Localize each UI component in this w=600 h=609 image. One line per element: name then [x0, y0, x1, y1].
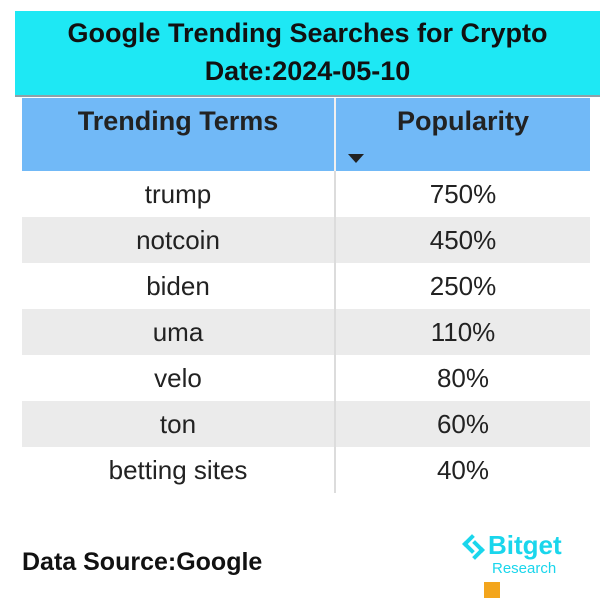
sort-descending-icon[interactable] — [348, 154, 364, 163]
column-header-terms: Trending Terms — [22, 98, 335, 171]
popularity-cell: 60% — [334, 401, 590, 447]
column-header-popularity[interactable]: Popularity — [334, 98, 590, 171]
logo-sub: Research — [492, 560, 557, 577]
data-source: Data Source:Google — [22, 548, 263, 576]
trending-table: Trending Terms Popularity trump 750% notco… — [22, 98, 590, 493]
logo-brand: Bitget — [488, 530, 562, 560]
popularity-cell: 750% — [334, 171, 590, 217]
popularity-cell: 80% — [334, 355, 590, 401]
popularity-cell: 450% — [334, 217, 590, 263]
table-row: biden 250% — [22, 263, 590, 309]
term-cell: betting sites — [108, 454, 248, 485]
table-row: velo 80% — [22, 355, 590, 401]
chart-date: Date:2024-05-10 — [204, 56, 411, 86]
title-band: Google Trending Searches for Crypto Date… — [15, 11, 600, 97]
table-row: uma 110% — [22, 309, 590, 355]
table-row: notcoin 450% — [22, 217, 590, 263]
term-cell: trump — [144, 178, 212, 209]
popularity-cell: 250% — [334, 263, 590, 309]
term-cell: biden — [146, 270, 210, 301]
logo-row: Bitget — [462, 530, 562, 560]
bitget-logo-icon — [462, 534, 484, 556]
table-row: betting sites 40% — [22, 447, 590, 493]
term-cell: ton — [22, 401, 335, 447]
watermark-icon — [484, 582, 500, 598]
term-cell: notcoin — [22, 217, 335, 263]
popularity-cell: 110% — [334, 309, 590, 355]
chart-title: Google Trending Searches for Crypto — [67, 18, 548, 48]
column-header-popularity-label: Popularity — [396, 106, 530, 136]
table-row: trump 750% — [22, 171, 590, 217]
popularity-cell: 40% — [334, 447, 590, 493]
table-row: ton 60% — [22, 401, 590, 447]
bitget-research-logo: Bitget Research — [462, 530, 598, 606]
term-cell: uma — [22, 309, 335, 355]
term-cell: velo — [154, 362, 202, 393]
